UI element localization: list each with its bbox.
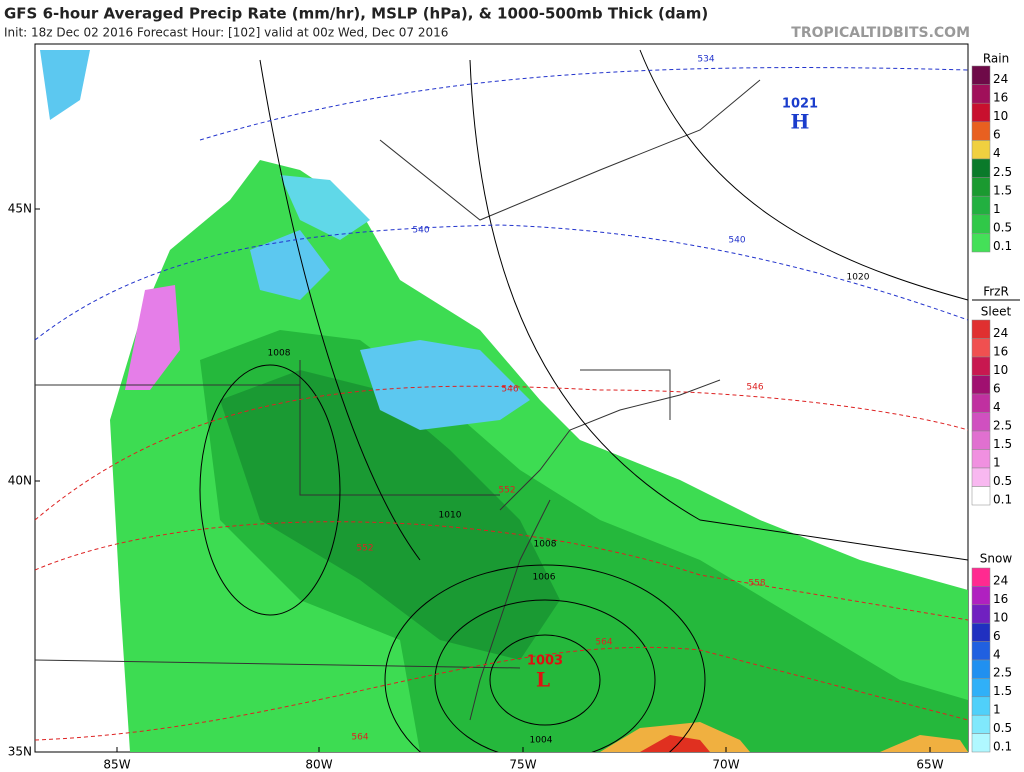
legend-label: 16 xyxy=(993,344,1008,358)
legend-swatch xyxy=(971,604,991,624)
contour-label: 546 xyxy=(746,383,763,393)
legend-title: FrzR xyxy=(983,285,1009,299)
legend-swatch xyxy=(971,233,991,253)
legend-swatch xyxy=(971,393,991,413)
legend-swatch xyxy=(971,567,991,587)
contour-label: 552 xyxy=(356,544,373,554)
contour-label: 1004 xyxy=(530,736,553,746)
legend-swatch xyxy=(971,102,991,123)
contour-label: 564 xyxy=(595,638,612,648)
legend-label: 6 xyxy=(993,128,1001,142)
legend-swatch xyxy=(971,84,991,104)
legend-label: 0.1 xyxy=(993,492,1012,506)
contour-label: 1010 xyxy=(439,511,462,521)
legend-swatch xyxy=(971,430,991,450)
legend-title: Sleet xyxy=(981,305,1012,319)
legend-label: 1 xyxy=(993,202,1001,216)
legend-label: 0.5 xyxy=(993,721,1012,735)
lat-label: 45N xyxy=(8,202,32,216)
high-pressure: 1021 xyxy=(782,97,818,112)
legend-swatch xyxy=(971,641,991,661)
legend-label: 6 xyxy=(993,381,1001,395)
legend-swatch xyxy=(971,140,991,160)
legend-label: 16 xyxy=(993,592,1008,606)
low-symbol: L xyxy=(536,668,550,692)
contour-label: 564 xyxy=(351,733,368,743)
legend-label: 16 xyxy=(993,90,1008,104)
legend-swatch xyxy=(971,467,991,487)
legend-swatch xyxy=(971,622,991,642)
legend-label: 10 xyxy=(993,611,1008,625)
lon-label: 75W xyxy=(509,758,536,772)
legend-swatch xyxy=(971,678,991,698)
legend-label: 4 xyxy=(993,400,1001,414)
legend-label: 1.5 xyxy=(993,183,1012,197)
high-symbol: H xyxy=(791,110,810,134)
legend-swatch xyxy=(971,375,991,395)
legend-swatch xyxy=(971,177,991,197)
legend-swatch xyxy=(971,586,991,606)
legend-label: 6 xyxy=(993,629,1001,643)
legend-label: 2.5 xyxy=(993,666,1012,680)
legend-swatch xyxy=(971,714,991,734)
legend-label: 1.5 xyxy=(993,437,1012,451)
lon-label: 70W xyxy=(712,758,739,772)
legend-title: Snow xyxy=(980,552,1013,566)
legend-label: 0.5 xyxy=(993,474,1012,488)
contour-label: 540 xyxy=(728,236,745,246)
legend-label: 4 xyxy=(993,647,1001,661)
legend-label: 2.5 xyxy=(993,418,1012,432)
legend-swatch xyxy=(971,696,991,716)
legend-label: 24 xyxy=(993,574,1008,588)
contour-label: 1006 xyxy=(533,573,556,583)
contour-label: 534 xyxy=(697,55,714,65)
map-area xyxy=(34,43,969,753)
lon-label: 65W xyxy=(916,758,943,772)
legend-swatch xyxy=(971,356,991,376)
legend-label: 24 xyxy=(993,72,1008,86)
subtitle: Init: 18z Dec 02 2016 Forecast Hour: [10… xyxy=(4,26,448,40)
lon-label: 80W xyxy=(305,758,332,772)
contour-label: 540 xyxy=(412,226,429,236)
legend-swatch xyxy=(971,338,991,358)
legend-label: 4 xyxy=(993,146,1001,160)
contour-label: 1008 xyxy=(268,349,291,359)
legend-label: 1 xyxy=(993,703,1001,717)
site-credit: TROPICALTIDBITS.COM xyxy=(791,25,970,41)
legend-label: 10 xyxy=(993,363,1008,377)
legend-swatch xyxy=(971,449,991,469)
contour-label: 546 xyxy=(501,385,518,395)
legend-swatch xyxy=(971,319,991,339)
contour-label: 558 xyxy=(748,579,765,589)
legend-title: Rain xyxy=(983,52,1009,66)
legend-label: 1.5 xyxy=(993,684,1012,698)
title: GFS 6-hour Averaged Precip Rate (mm/hr),… xyxy=(4,5,708,23)
legend-label: 24 xyxy=(993,326,1008,340)
legend-swatch xyxy=(971,65,991,85)
legend-label: 0.5 xyxy=(993,221,1012,235)
contour-label: 1008 xyxy=(534,540,557,550)
legend-label: 2.5 xyxy=(993,165,1012,179)
contour-label: 1020 xyxy=(847,273,870,283)
legend-swatch xyxy=(971,121,991,141)
legend-label: 0.1 xyxy=(993,239,1012,253)
legend-label: 0.1 xyxy=(993,739,1012,753)
lon-label: 85W xyxy=(103,758,130,772)
lat-label: 40N xyxy=(8,474,32,488)
legend-swatch xyxy=(971,158,991,178)
legend-swatch xyxy=(971,214,991,234)
legend-label: 10 xyxy=(993,109,1008,123)
legend-swatch xyxy=(971,195,991,216)
legend-swatch xyxy=(971,733,991,753)
legend-label: 1 xyxy=(993,455,1001,469)
legend-swatch xyxy=(971,486,991,506)
legend-swatch xyxy=(971,659,991,679)
legend-swatch xyxy=(971,412,991,432)
low-pressure: 1003 xyxy=(527,654,563,669)
lat-label: 35N xyxy=(8,745,32,759)
contour-label: 552 xyxy=(498,486,515,496)
